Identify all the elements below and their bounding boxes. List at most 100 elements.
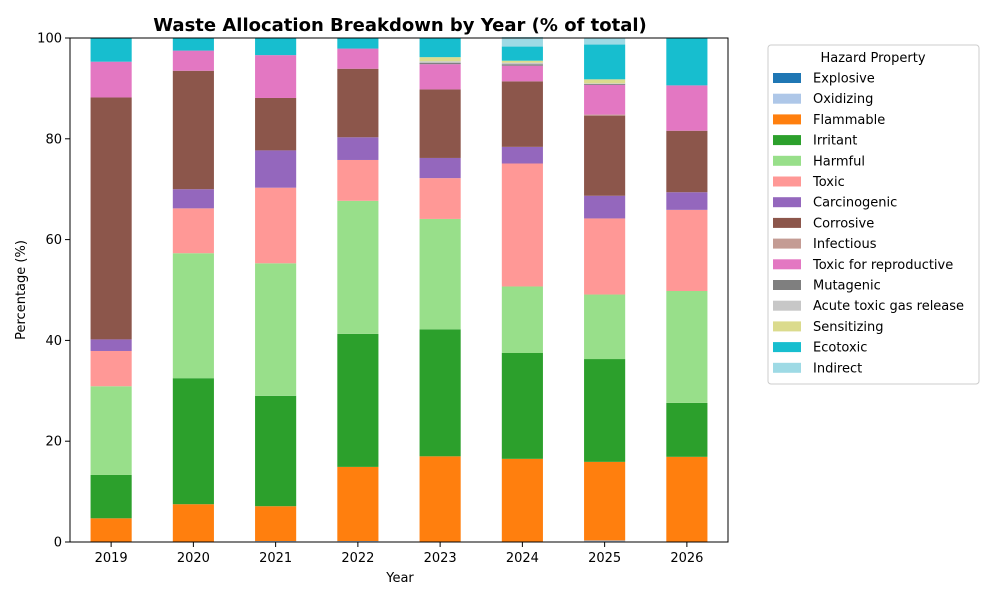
legend-swatch (773, 135, 801, 146)
bar-segment-irritant-2024 (501, 353, 543, 459)
legend-swatch (773, 342, 801, 353)
bar-segment-toxic-for-reproductive-2022 (337, 48, 379, 69)
legend-swatch (773, 155, 801, 166)
bar-segment-toxic-2019 (90, 350, 132, 387)
legend-label: Carcinogenic (813, 196, 897, 211)
legend-label: Harmful (813, 154, 865, 169)
bar-segment-acute-toxic-gas-release-2023 (419, 61, 461, 63)
legend-swatch (773, 217, 801, 228)
legend-swatch (773, 73, 801, 83)
bar-segment-ecotoxic-2019 (90, 38, 132, 62)
bar-segment-harmful-2021 (255, 263, 297, 396)
legend-label: Corrosive (813, 216, 874, 231)
bar-segment-toxic-2025 (584, 218, 626, 295)
bar-segment-carcinogenic-2019 (90, 339, 132, 351)
legend-swatch (773, 114, 801, 125)
y-tick-label: 0 (54, 536, 62, 551)
bar-segment-irritant-2019 (90, 474, 132, 519)
bar-segment-irritant-2021 (255, 395, 297, 507)
legend: Hazard Property Explosive Oxidizing Flamma… (767, 44, 980, 385)
bar-segment-toxic-2026 (666, 209, 708, 292)
legend-label: Ecotoxic (813, 341, 867, 356)
bar-segment-acute-toxic-gas-release-2025 (584, 83, 626, 84)
bar-segment-toxic-for-reproductive-2024 (501, 65, 543, 82)
bar-segment-flammable-2022 (337, 466, 379, 541)
bar-segment-irritant-2023 (419, 329, 461, 457)
legend-box (767, 44, 980, 385)
bar-segment-irritant-2022 (337, 333, 379, 467)
bar-segment-harmful-2023 (419, 218, 461, 330)
bar-segment-ecotoxic-2022 (337, 38, 379, 49)
bar-segment-ecotoxic-2020 (172, 38, 214, 51)
bar-segment-oxidizing-2021 (255, 540, 297, 542)
legend-swatch (773, 362, 801, 373)
x-tick-label: 2025 (588, 551, 621, 566)
x-axis-ticks: 2019 2020 2021 2022 2023 2024 2025 2026 (95, 542, 703, 566)
x-tick-label: 2023 (424, 551, 457, 566)
legend-swatch (773, 197, 801, 208)
x-tick-label: 2022 (341, 551, 374, 566)
legend-label: Toxic (812, 175, 845, 190)
bar-segment-carcinogenic-2022 (337, 137, 379, 160)
x-axis-label: Year (385, 571, 414, 586)
bar-segment-ecotoxic-2021 (255, 38, 297, 56)
bar-segment-mutagenic-2023 (419, 62, 461, 65)
x-tick-label: 2020 (177, 551, 210, 566)
y-tick-label: 40 (45, 334, 62, 349)
legend-swatch (773, 93, 801, 104)
legend-title: Hazard Property (820, 51, 925, 66)
bar-segment-infectious-2025 (584, 114, 626, 116)
legend-swatch (773, 259, 801, 270)
bar-segment-mutagenic-2025 (584, 83, 626, 85)
legend-label: Flammable (813, 113, 885, 128)
bar-segment-toxic-2023 (419, 178, 461, 219)
legend-items: Explosive Oxidizing Flammable Irritant Harmf… (773, 72, 964, 376)
bar-segment-sensitizing-2023 (419, 57, 461, 62)
bar-segment-ecotoxic-2023 (419, 38, 461, 58)
x-tick-label: 2019 (95, 551, 128, 566)
legend-label: Oxidizing (813, 92, 873, 107)
bar-segment-toxic-for-reproductive-2021 (255, 55, 297, 98)
bar-segment-harmful-2024 (501, 286, 543, 353)
bar-segment-harmful-2020 (172, 253, 214, 379)
bar-segment-carcinogenic-2021 (255, 150, 297, 188)
bar-segment-corrosive-2019 (90, 97, 132, 340)
bar-segment-sensitizing-2025 (584, 79, 626, 84)
bar-segment-toxic-for-reproductive-2020 (172, 50, 214, 71)
legend-swatch (773, 321, 801, 332)
bar-segment-harmful-2022 (337, 200, 379, 334)
legend-label: Toxic for reproductive (812, 258, 953, 273)
bar-segment-corrosive-2024 (501, 81, 543, 147)
x-tick-label: 2021 (259, 551, 292, 566)
y-tick-label: 80 (45, 132, 62, 147)
bar-segment-corrosive-2026 (666, 130, 708, 193)
legend-swatch (773, 238, 801, 249)
bar-segment-flammable-2024 (501, 458, 543, 542)
bar-segment-ecotoxic-2026 (666, 38, 708, 86)
bar-segment-flammable-2019 (90, 518, 132, 542)
legend-swatch (773, 280, 801, 290)
bar-segment-toxic-for-reproductive-2026 (666, 85, 708, 131)
y-tick-label: 100 (37, 32, 62, 47)
legend-label: Explosive (813, 72, 875, 87)
bars-group (90, 36, 708, 542)
bar-segment-corrosive-2020 (172, 70, 214, 190)
bar-segment-mutagenic-2024 (501, 64, 543, 66)
legend-label: Sensitizing (813, 320, 884, 335)
legend-label: Infectious (813, 237, 877, 252)
bar-segment-harmful-2019 (90, 386, 132, 475)
bar-segment-toxic-2024 (501, 163, 543, 287)
legend-swatch (773, 300, 801, 311)
bar-segment-ecotoxic-2025 (584, 44, 626, 80)
bar-segment-indirect-2024 (501, 36, 543, 47)
bar-segment-oxidizing-2025 (584, 540, 626, 542)
bar-segment-irritant-2026 (666, 402, 708, 457)
legend-swatch (773, 176, 801, 187)
legend-label: Indirect (813, 361, 862, 376)
bar-segment-carcinogenic-2023 (419, 157, 461, 179)
plot-frame (69, 37, 729, 543)
bar-segment-flammable-2025 (584, 461, 626, 541)
y-tick-label: 60 (45, 233, 62, 248)
bar-segment-harmful-2025 (584, 294, 626, 360)
